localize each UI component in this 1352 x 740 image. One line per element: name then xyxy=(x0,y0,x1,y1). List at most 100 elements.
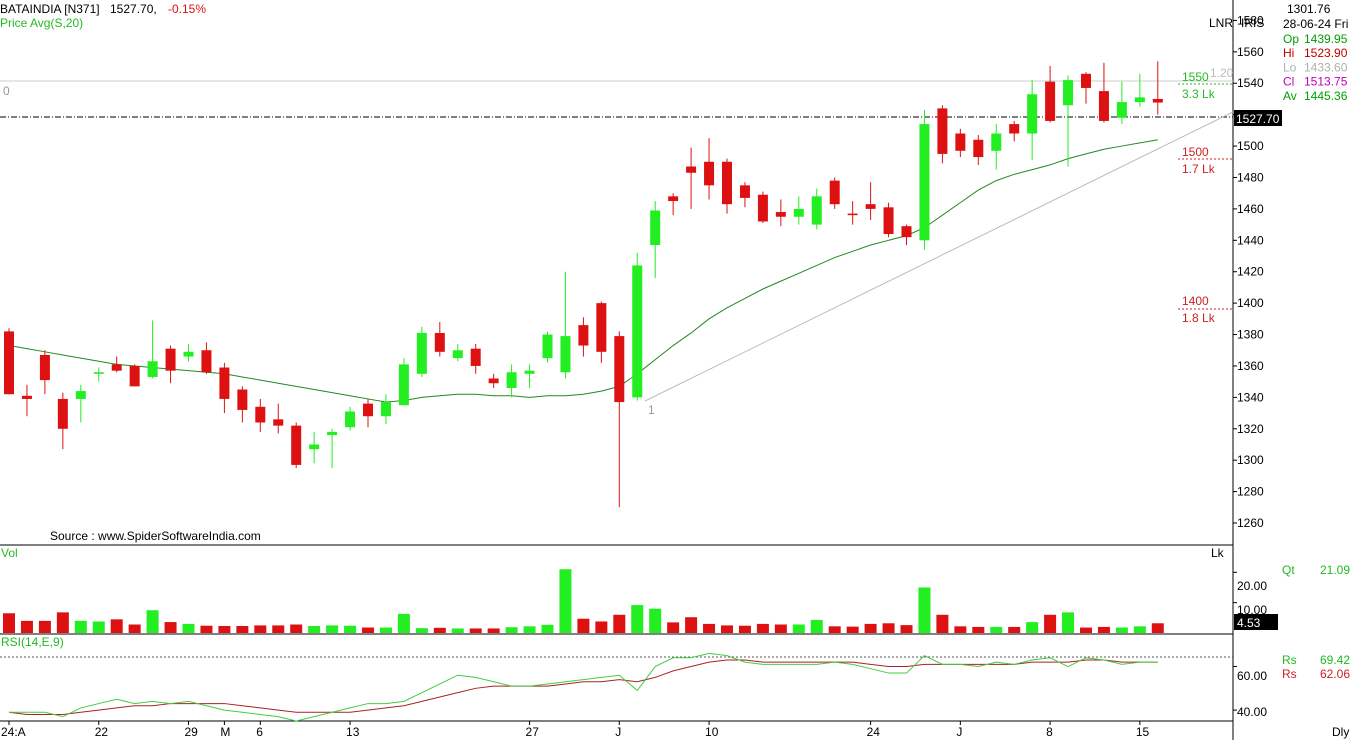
candle xyxy=(380,394,391,425)
candle-body xyxy=(183,351,194,357)
candle-body xyxy=(686,166,697,173)
price-tick-label: 1460 xyxy=(1237,202,1264,216)
candle xyxy=(363,398,373,428)
rs-value-1: 69.42 xyxy=(1320,653,1350,667)
x-tick-label: 6 xyxy=(256,725,263,739)
candle-body xyxy=(488,378,499,384)
volume-bar xyxy=(362,627,374,633)
candle xyxy=(668,193,679,216)
volume-bar xyxy=(469,628,482,633)
volume-tick-20: 20.00 xyxy=(1237,579,1267,593)
candle xyxy=(273,403,284,434)
candle xyxy=(183,343,194,362)
volume-bar xyxy=(1151,623,1164,633)
candle xyxy=(901,224,912,246)
price-tag-box xyxy=(1234,110,1282,126)
volume-bar xyxy=(882,623,895,633)
candle-body xyxy=(524,370,535,374)
volume-bar xyxy=(110,619,123,633)
candle xyxy=(596,301,607,363)
candle-body xyxy=(219,367,230,399)
candle-body xyxy=(1116,102,1127,118)
x-tick-label: 22 xyxy=(95,725,109,739)
candle-body xyxy=(901,226,912,238)
candle xyxy=(919,109,930,250)
volume-bar xyxy=(756,623,769,633)
candle-body xyxy=(201,350,212,373)
candle xyxy=(793,196,804,225)
candle xyxy=(237,386,248,423)
ohlc-row-value: 1523.90 xyxy=(1304,46,1348,60)
ohlc-row-label: Lo xyxy=(1283,60,1297,74)
candle-body xyxy=(847,213,858,216)
iris-label: IRIS xyxy=(1241,16,1264,30)
volume-bar xyxy=(1008,626,1021,633)
candle xyxy=(165,345,176,384)
volume-bar xyxy=(92,621,105,633)
ohlc-row-label: Cl xyxy=(1283,75,1294,89)
candle xyxy=(111,356,122,373)
volume-bar xyxy=(1115,627,1128,633)
rs-value-2: 62.06 xyxy=(1320,667,1350,681)
candle xyxy=(686,147,697,209)
candles-layer xyxy=(4,61,1163,508)
candle xyxy=(327,428,338,469)
candle-body xyxy=(542,334,553,359)
candle-body xyxy=(937,108,948,154)
candle xyxy=(1045,65,1056,123)
candle-body xyxy=(829,180,840,205)
candle-body xyxy=(614,336,625,403)
candle xyxy=(614,331,625,508)
price-tick-label: 1420 xyxy=(1237,265,1264,279)
candle xyxy=(847,201,858,225)
rsi-layer xyxy=(8,652,1237,722)
volume-tag-text: 4.53 xyxy=(1237,616,1261,630)
candle xyxy=(129,364,140,387)
price-tick-label: 1340 xyxy=(1237,390,1264,404)
price-tag-text: 1527.70 xyxy=(1236,112,1280,126)
candle xyxy=(650,201,661,278)
one-label: 1 xyxy=(648,403,655,417)
x-tick-label: J xyxy=(615,725,621,739)
x-tick-label: 10 xyxy=(705,725,719,739)
candle-body xyxy=(1045,81,1056,121)
volume-bar xyxy=(344,625,357,633)
volume-bar xyxy=(326,625,339,633)
change-pct: -0.15% xyxy=(168,2,206,16)
ohlc-panel: Op 1439.95 Hi 1523.90 Lo 1433.60 Cl 1513.75 Av 14… xyxy=(1283,32,1348,103)
moving-average-line xyxy=(8,139,1158,403)
price-tick-label: 1320 xyxy=(1237,422,1264,436)
volume-label: Vol xyxy=(1,546,18,560)
rsi-signal-line xyxy=(8,659,1158,715)
vol-1400-label: 1.8 Lk xyxy=(1182,311,1216,325)
volume-bar xyxy=(1097,626,1110,633)
x-tick-label: 15 xyxy=(1136,725,1150,739)
volume-bar xyxy=(864,623,877,633)
candle-body xyxy=(291,425,302,465)
candle xyxy=(506,364,517,398)
candle-body xyxy=(165,348,176,371)
volume-bar xyxy=(272,625,285,633)
qt-label: Qt xyxy=(1282,563,1295,577)
candle-body xyxy=(991,133,1002,151)
candle xyxy=(201,342,212,374)
x-axis-labels: 24:A 22 29 M 6 13 27 J 10 24 J 8 15 xyxy=(1,721,1150,739)
candle-body xyxy=(380,402,391,417)
volume-bar xyxy=(254,625,267,633)
candle-body xyxy=(273,419,284,426)
candle-body xyxy=(668,196,679,202)
candle-body xyxy=(345,411,356,428)
volume-bar xyxy=(1062,612,1075,633)
candle xyxy=(470,343,481,374)
x-tick-label: J xyxy=(956,725,962,739)
candle xyxy=(578,317,589,357)
candle-body xyxy=(255,406,266,423)
volume-bar xyxy=(846,626,859,633)
candle xyxy=(309,431,320,464)
candle xyxy=(775,199,786,227)
candle xyxy=(434,321,445,357)
candle-body xyxy=(811,196,822,225)
volume-bar xyxy=(667,622,680,633)
candle-body xyxy=(470,348,481,366)
